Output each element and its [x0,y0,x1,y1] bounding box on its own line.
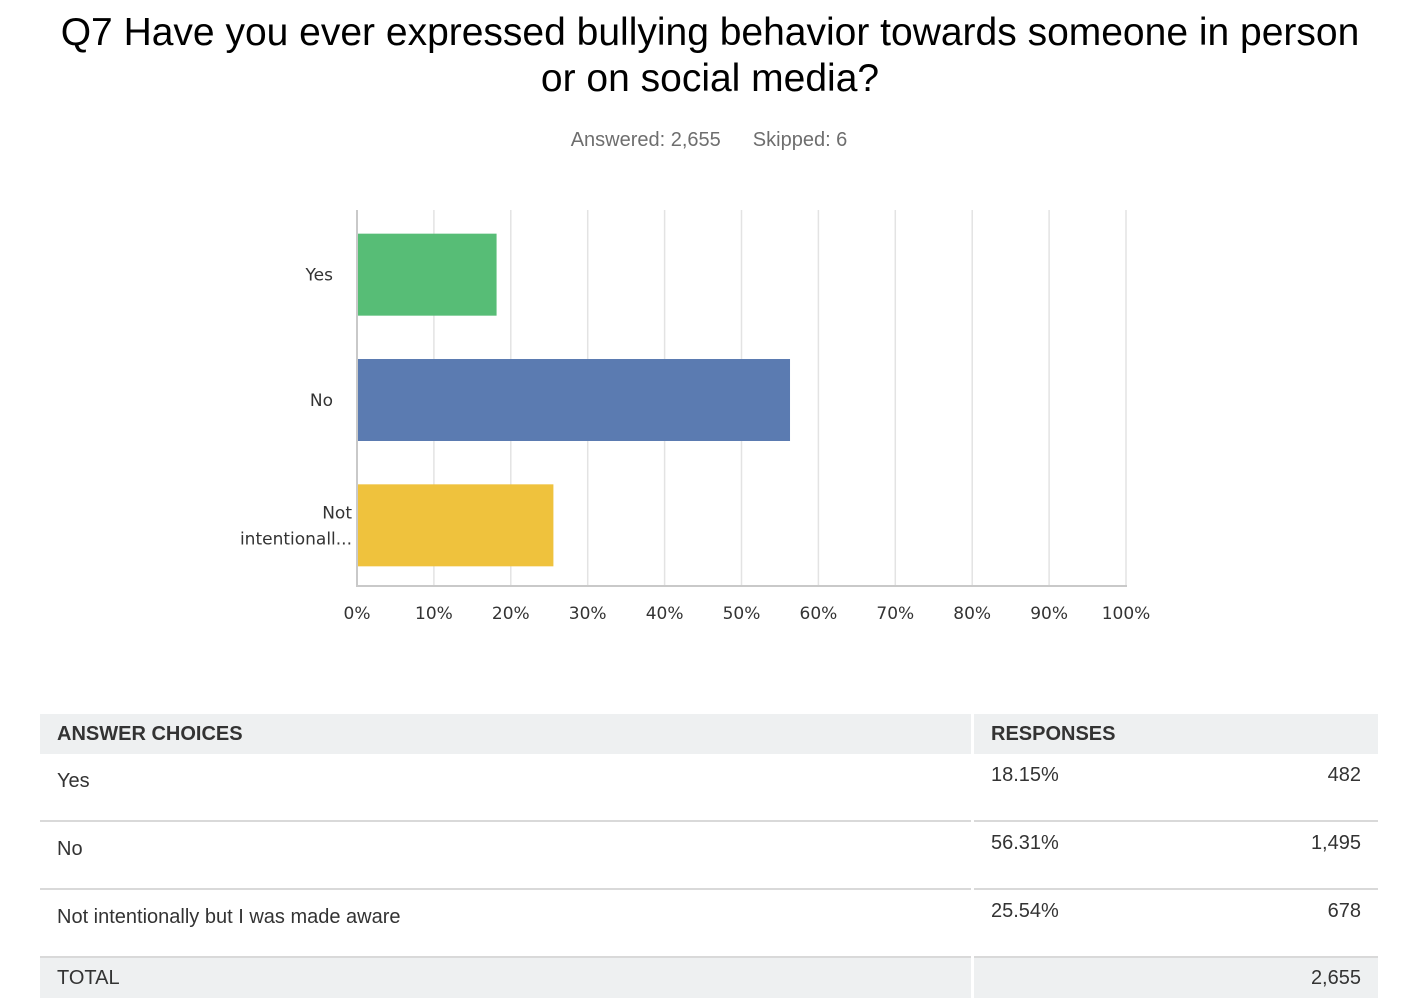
response-percent: 56.31% [971,821,1197,890]
bar [358,233,497,316]
responses-table: ANSWER CHOICES RESPONSES Yes 18.15% 482 … [40,714,1378,998]
x-tick-label: 90% [1030,604,1068,624]
answer-choice: Yes [40,754,973,822]
x-tick-label: 10% [415,604,453,624]
answered-count: Answered: 2,655 [570,129,721,151]
x-tick-label: 40% [646,604,684,624]
x-tick-label: 70% [876,604,914,624]
total-count: 2,655 [1196,957,1378,998]
table-row: No 56.31% 1,495 [40,821,1378,890]
table-row: Yes 18.15% 482 [40,754,1378,822]
bar [358,359,791,441]
x-tick-label: 80% [953,604,991,624]
total-row: TOTAL 2,655 [40,957,1378,998]
header-answer-choices: ANSWER CHOICES [40,714,973,754]
answer-choice: Not intentionally but I was made aware [40,889,973,958]
response-count: 678 [1196,889,1378,958]
answer-choice: No [40,821,973,890]
x-tick-label: 50% [723,604,761,624]
response-stats: Answered: 2,655 Skipped: 6 [0,129,1418,152]
header-responses: RESPONSES [971,714,1378,754]
response-count: 1,495 [1196,821,1378,890]
x-tick-label: 60% [800,604,838,624]
question-title: Q7 Have you ever expressed bullying beha… [60,11,1360,100]
response-count: 482 [1196,754,1378,822]
x-tick-label: 30% [569,604,607,624]
table-header-row: ANSWER CHOICES RESPONSES [40,714,1378,754]
x-tick-label: 100% [1102,604,1151,624]
category-label: Not intentionall... [240,503,352,549]
response-percent: 18.15% [971,754,1197,822]
bar-chart: 0% 10% 20% 30% 40% 50% 60% 70% 80% 90% 100% Yes No No… [240,210,1151,624]
skipped-count: Skipped: 6 [752,129,848,151]
x-tick-label: 0% [344,604,371,624]
total-label: TOTAL [40,957,973,998]
bar [358,484,554,567]
total-percent-cell [971,957,1197,998]
x-tick-label: 20% [492,604,530,624]
response-percent: 25.54% [971,889,1197,958]
category-label: Yes [305,266,334,286]
table-row: Not intentionally but I was made aware 2… [40,889,1378,958]
category-label: No [310,391,333,411]
